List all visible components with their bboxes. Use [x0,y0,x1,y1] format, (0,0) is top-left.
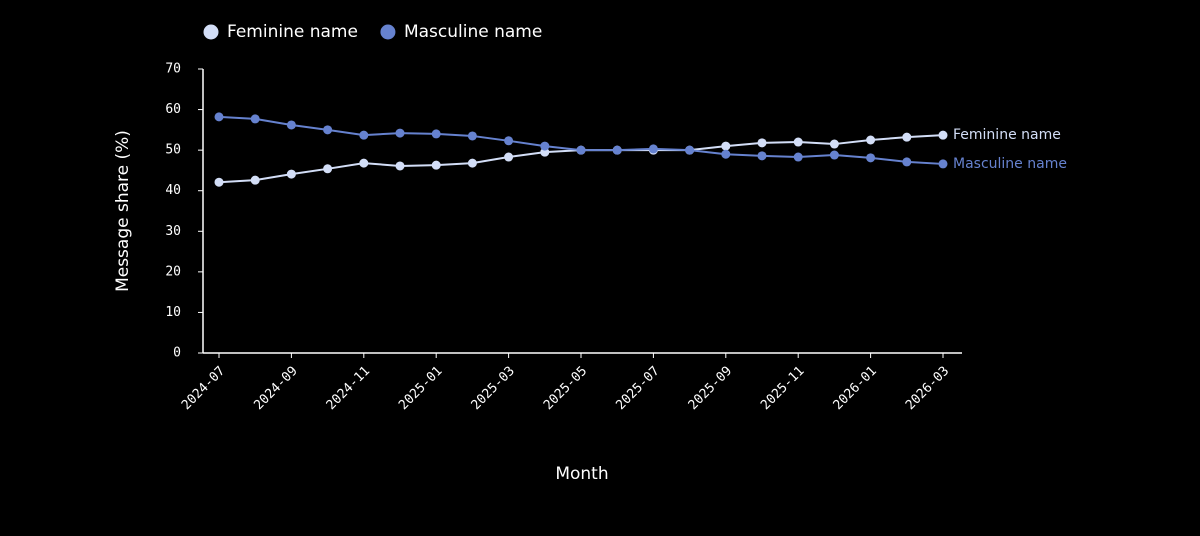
data-point [540,141,550,151]
data-point [829,139,839,149]
y-tick-label: 70 [165,62,181,77]
legend-marker [380,24,396,40]
data-point [576,145,586,155]
data-point [286,169,296,179]
data-point [829,150,839,160]
x-tick-label: 2025-03 [469,364,518,413]
data-point [467,158,477,168]
data-point [648,144,658,154]
data-point [467,131,477,141]
data-point [214,112,224,122]
data-point [938,130,948,140]
y-tick-label: 60 [165,102,181,117]
data-point [504,136,514,146]
legend-label: Masculine name [404,22,542,42]
data-point [395,161,405,171]
data-point [286,120,296,130]
data-point [431,129,441,139]
series-end-label: Masculine name [953,156,1067,172]
data-point [757,151,767,161]
data-point [612,145,622,155]
x-tick-label: 2025-05 [541,364,590,413]
data-point [359,158,369,168]
x-tick-label: 2025-07 [613,364,662,413]
legend-marker [203,24,219,40]
data-point [431,160,441,170]
data-point [721,149,731,159]
data-point [902,157,912,167]
data-point [757,138,767,148]
x-tick-label: 2026-03 [903,364,952,413]
y-tick-label: 50 [165,143,181,158]
data-point [250,175,260,185]
x-tick-label: 2025-01 [396,364,445,413]
x-tick-label: 2026-01 [831,364,880,413]
data-point [721,141,731,151]
x-axis-title: Month [555,464,608,484]
data-point [214,177,224,187]
data-point [395,128,405,138]
x-tick-label: 2024-11 [324,364,373,413]
data-point [938,159,948,169]
y-tick-label: 0 [173,346,181,361]
data-point [866,135,876,145]
x-tick-label: 2024-09 [251,364,300,413]
y-tick-label: 10 [165,305,181,320]
legend-label: Feminine name [227,22,358,42]
y-tick-label: 40 [165,183,181,198]
data-point [866,153,876,163]
data-point [359,130,369,140]
x-tick-label: 2024-07 [179,364,228,413]
data-point [793,137,803,147]
y-tick-label: 30 [165,224,181,239]
data-point [685,145,695,155]
data-point [323,164,333,174]
data-point [793,152,803,162]
y-tick-label: 20 [165,264,181,279]
x-tick-label: 2025-09 [686,364,735,413]
data-point [323,125,333,135]
x-tick-label: 2025-11 [758,364,807,413]
data-point [902,132,912,142]
data-point [504,152,514,162]
series-end-label: Feminine name [953,127,1061,143]
y-axis-title: Message share (%) [113,130,133,292]
data-point [250,114,260,124]
